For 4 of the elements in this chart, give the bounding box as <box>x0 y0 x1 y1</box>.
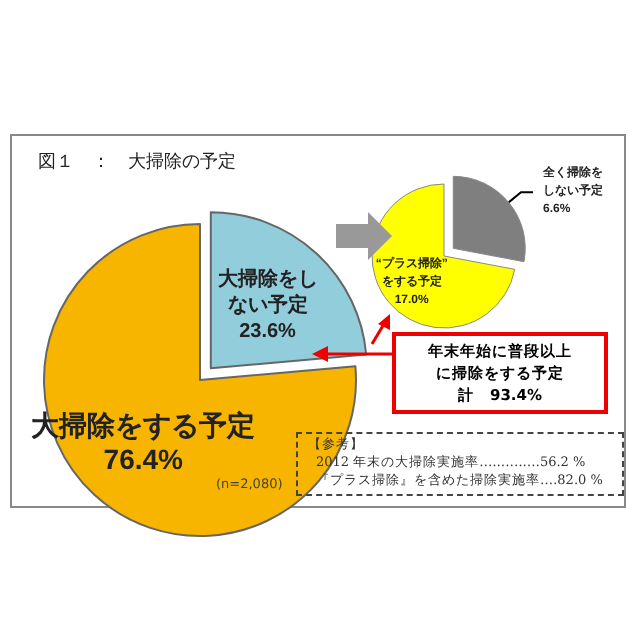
data-label: 76.4% <box>103 442 185 475</box>
chart-title: 図１ ： 大掃除の予定 <box>38 151 236 171</box>
data-label: 23.6% <box>239 321 297 344</box>
slice-label: 大掃除をしない予定 <box>215 267 318 318</box>
